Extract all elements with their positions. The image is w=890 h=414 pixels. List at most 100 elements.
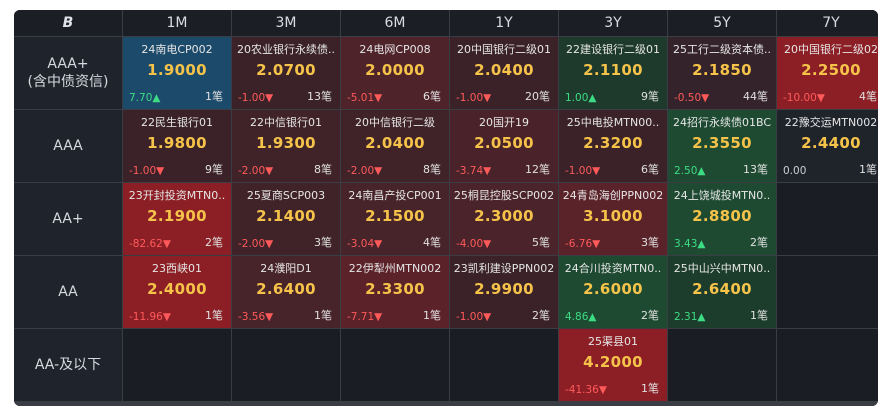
bond-cell[interactable]: 23凯利建设PPN002 2.9900 -1.00▼ 2笔 xyxy=(450,256,558,328)
trade-count: 9笔 xyxy=(641,90,659,103)
bond-cell[interactable]: 25工行二级资本债.. 2.1850 -0.50▼ 44笔 xyxy=(668,37,776,109)
bond-name: 20中国银行二级02 xyxy=(784,43,878,56)
bond-yield: 3.1000 xyxy=(583,207,643,225)
bond-name: 20国开19 xyxy=(479,116,529,129)
column-header-3m[interactable]: 3M xyxy=(232,10,340,36)
bond-cell[interactable]: 25中电投MTN00.. 2.3200 -1.00▼ 6笔 xyxy=(559,110,667,182)
trade-count: 1笔 xyxy=(859,163,877,176)
yield-change: -2.00▼ xyxy=(238,165,274,177)
empty-cell xyxy=(123,329,231,401)
yield-change: -1.00▼ xyxy=(565,165,601,177)
bond-yield: 2.6400 xyxy=(692,280,752,298)
yield-change: -41.36▼ xyxy=(565,384,607,396)
trade-count: 1笔 xyxy=(205,90,223,103)
trade-count: 2笔 xyxy=(750,236,768,249)
bond-yield: 2.2500 xyxy=(801,61,861,79)
column-header-6m[interactable]: 6M xyxy=(341,10,449,36)
bond-cell[interactable]: 20中信银行二级 2.0400 -2.00▼ 8笔 xyxy=(341,110,449,182)
trade-count: 3笔 xyxy=(641,236,659,249)
yield-change: -2.00▼ xyxy=(347,165,383,177)
bond-name: 25桐昆控股SCP002 xyxy=(453,189,555,202)
trade-count: 2笔 xyxy=(532,309,550,322)
bond-yield: 2.8800 xyxy=(692,207,752,225)
bond-yield: 2.6000 xyxy=(583,280,643,298)
row-label: AAA xyxy=(14,110,122,182)
bond-name: 24南昌产投CP001 xyxy=(348,189,442,202)
bond-yield: 2.3000 xyxy=(474,207,534,225)
trade-count: 8笔 xyxy=(423,163,441,176)
bond-cell[interactable]: 23西峡01 2.4000 -11.96▼ 1笔 xyxy=(123,256,231,328)
yield-change: -82.62▼ xyxy=(129,238,171,250)
bond-cell[interactable]: 25夏商SCP003 2.1400 -2.00▼ 3笔 xyxy=(232,183,340,255)
bond-name: 25渠县01 xyxy=(588,335,638,348)
bond-cell[interactable]: 24濮阳D1 2.6400 -3.56▼ 1笔 xyxy=(232,256,340,328)
matrix-grid: B 1M 3M 6M 1Y 3Y 5Y 7Y AAA+ (含中债资信) 24南电CP… xyxy=(14,10,878,406)
row-label: AAA+ (含中债资信) xyxy=(14,37,122,109)
bond-name: 22民生银行01 xyxy=(141,116,213,129)
bond-cell[interactable]: 20中国银行二级01 2.0400 -1.00▼ 20笔 xyxy=(450,37,558,109)
trade-count: 6笔 xyxy=(641,163,659,176)
bond-cell[interactable]: 24上饶城投MTN0.. 2.8800 3.43▲ 2笔 xyxy=(668,183,776,255)
row-label: AA xyxy=(14,256,122,328)
rating-label: AAA xyxy=(53,138,83,154)
trade-count: 1笔 xyxy=(314,309,332,322)
bond-yield: 1.9800 xyxy=(147,134,207,152)
yield-change: -2.00▼ xyxy=(238,238,274,250)
bond-yield: 2.9900 xyxy=(474,280,534,298)
empty-cell xyxy=(341,329,449,401)
column-header-3y[interactable]: 3Y xyxy=(559,10,667,36)
empty-cell xyxy=(777,329,878,401)
yield-change: 1.00▲ xyxy=(565,92,597,104)
yield-change: -11.96▼ xyxy=(129,311,171,323)
yield-change: 0.00 xyxy=(783,165,807,177)
bond-yield: 2.3300 xyxy=(365,280,425,298)
column-header-7y[interactable]: 7Y xyxy=(777,10,878,36)
empty-cell xyxy=(668,329,776,401)
bond-cell[interactable]: 24电网CP008 2.0000 -5.01▼ 6笔 xyxy=(341,37,449,109)
bond-name: 24青岛海创PPN002 xyxy=(562,189,664,202)
bond-cell[interactable]: 22伊犁州MTN002 2.3300 -7.71▼ 1笔 xyxy=(341,256,449,328)
bond-cell[interactable]: 25桐昆控股SCP002 2.3000 -4.00▼ 5笔 xyxy=(450,183,558,255)
bond-name: 24合川投资MTN0.. xyxy=(564,262,662,275)
trade-count: 1笔 xyxy=(641,382,659,395)
bond-yield: 2.1850 xyxy=(692,61,752,79)
trade-count: 4笔 xyxy=(859,90,877,103)
bond-cell[interactable]: 22建设银行二级01 2.1100 1.00▲ 9笔 xyxy=(559,37,667,109)
bond-yield: 2.1100 xyxy=(583,61,643,79)
trade-count: 12笔 xyxy=(525,163,550,176)
bond-cell[interactable]: 25渠县01 4.2000 -41.36▼ 1笔 xyxy=(559,329,667,401)
rating-sublabel: (含中债资信) xyxy=(27,74,109,90)
bond-cell[interactable]: 20国开19 2.0500 -3.74▼ 12笔 xyxy=(450,110,558,182)
bond-cell[interactable]: 23开封投资MTN0.. 2.1900 -82.62▼ 2笔 xyxy=(123,183,231,255)
bond-cell[interactable]: 24招行永续债01BC 2.3550 2.50▲ 13笔 xyxy=(668,110,776,182)
yield-change: -4.00▼ xyxy=(456,238,492,250)
yield-change: -10.00▼ xyxy=(783,92,825,104)
bond-cell[interactable]: 22民生银行01 1.9800 -1.00▼ 9笔 xyxy=(123,110,231,182)
bond-yield: 2.4400 xyxy=(801,134,861,152)
yield-change: 2.31▲ xyxy=(674,311,706,323)
column-header-1m[interactable]: 1M xyxy=(123,10,231,36)
trade-count: 13笔 xyxy=(307,90,332,103)
bond-name: 22建设银行二级01 xyxy=(566,43,660,56)
column-header-5y[interactable]: 5Y xyxy=(668,10,776,36)
bond-name: 20中国银行二级01 xyxy=(457,43,551,56)
bond-yield: 2.1500 xyxy=(365,207,425,225)
bond-cell[interactable]: 20农业银行永续债.. 2.0700 -1.00▼ 13笔 xyxy=(232,37,340,109)
bond-cell[interactable]: 24合川投资MTN0.. 2.6000 4.86▲ 2笔 xyxy=(559,256,667,328)
bond-cell[interactable]: 24南昌产投CP001 2.1500 -3.04▼ 4笔 xyxy=(341,183,449,255)
bond-name: 23凯利建设PPN002 xyxy=(453,262,555,275)
bond-cell[interactable]: 25中山兴中MTN0.. 2.6400 2.31▲ 1笔 xyxy=(668,256,776,328)
trade-count: 44笔 xyxy=(743,90,768,103)
yield-change: -0.50▼ xyxy=(674,92,710,104)
bond-cell[interactable]: 24青岛海创PPN002 3.1000 -6.76▼ 3笔 xyxy=(559,183,667,255)
bond-cell[interactable]: 22中信银行01 1.9300 -2.00▼ 8笔 xyxy=(232,110,340,182)
bond-cell[interactable]: 24南电CP002 1.9000 7.70▲ 1笔 xyxy=(123,37,231,109)
bond-yield: 2.1400 xyxy=(256,207,316,225)
bond-yield: 1.9000 xyxy=(147,61,207,79)
bond-cell[interactable]: 22豫交运MTN002 2.4400 0.00 1笔 xyxy=(777,110,878,182)
column-header-1y[interactable]: 1Y xyxy=(450,10,558,36)
bond-name: 24南电CP002 xyxy=(141,43,213,56)
bond-name: 25夏商SCP003 xyxy=(246,189,326,202)
trade-count: 9笔 xyxy=(205,163,223,176)
bond-cell[interactable]: 20中国银行二级02 2.2500 -10.00▼ 4笔 xyxy=(777,37,878,109)
